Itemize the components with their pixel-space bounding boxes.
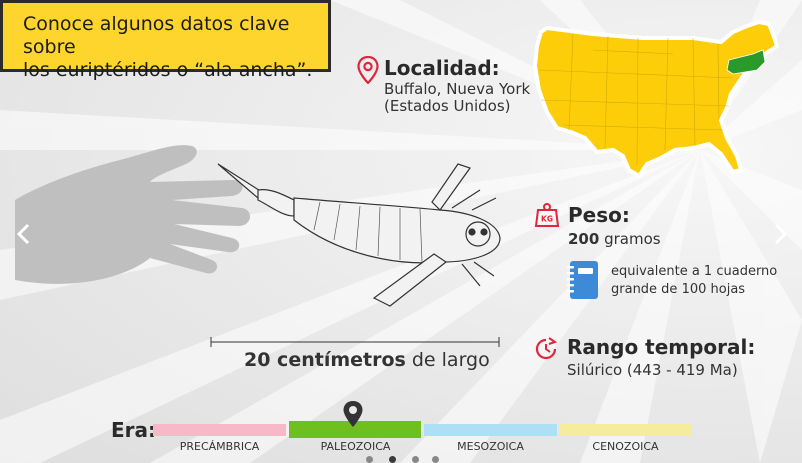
carousel-dot[interactable] [366, 456, 373, 463]
weight-equivalence-line-1: equivalente a 1 cuaderno [611, 264, 778, 279]
era-bar-mesozoica[interactable] [424, 424, 557, 436]
scale-bar [210, 337, 500, 347]
locality-country: (Estados Unidos) [384, 97, 511, 115]
weight-value-line: 200 gramos [568, 230, 661, 248]
era-bar-cenozoica[interactable] [560, 424, 692, 436]
chevron-right-icon[interactable] [770, 222, 790, 246]
weight-equivalence-line-2: grande de 100 hojas [611, 282, 746, 297]
location-pin-icon [357, 56, 379, 84]
weight-unit: gramos [604, 230, 661, 248]
era-name-cenozoica: CENOZOICA [592, 440, 659, 453]
weight-value: 200 [568, 230, 600, 248]
headline-line-2: los euriptéridos o “ala ancha”. [23, 59, 313, 81]
eurypterid-illustration [217, 163, 501, 307]
era-marker-pin-icon [343, 401, 363, 427]
era-name-mesozoica: MESOZOICA [457, 440, 524, 453]
era-name-paleozoica: PALEOZOICA [320, 440, 391, 453]
notebook-icon [567, 261, 598, 299]
range-title: Rango temporal: [567, 335, 756, 359]
chevron-left-icon[interactable] [14, 222, 34, 246]
headline-box: Conoce algunos datos clave sobre los eur… [0, 0, 331, 81]
weight-title: Peso: [568, 203, 630, 227]
kg-label: KG [541, 215, 553, 224]
era-bar-paleozoica[interactable] [289, 421, 421, 438]
size-label: 20 centímetros de largo [244, 349, 490, 371]
weight-kg-icon: KG [534, 203, 560, 227]
era-bar-precambrica[interactable] [153, 424, 286, 436]
carousel-dots [364, 456, 444, 463]
carousel-dot[interactable] [432, 456, 439, 463]
headline-line-1: Conoce algunos datos clave sobre [23, 13, 290, 58]
usa-map [533, 20, 780, 179]
locality-place: Buffalo, Nueva York [384, 80, 531, 98]
size-suffix: de largo [405, 349, 490, 371]
clock-time-icon [535, 337, 558, 360]
range-value: Silúrico (443 - 419 Ma) [567, 361, 738, 379]
era-label: Era: [111, 418, 157, 442]
carousel-dot-active[interactable] [389, 456, 396, 463]
carousel-dot[interactable] [412, 456, 419, 463]
locality-title: Localidad: [384, 56, 500, 80]
era-name-precambrica: PRECÁMBRICA [179, 440, 260, 453]
hand-silhouette [15, 145, 250, 284]
size-value: 20 centímetros [244, 349, 406, 371]
